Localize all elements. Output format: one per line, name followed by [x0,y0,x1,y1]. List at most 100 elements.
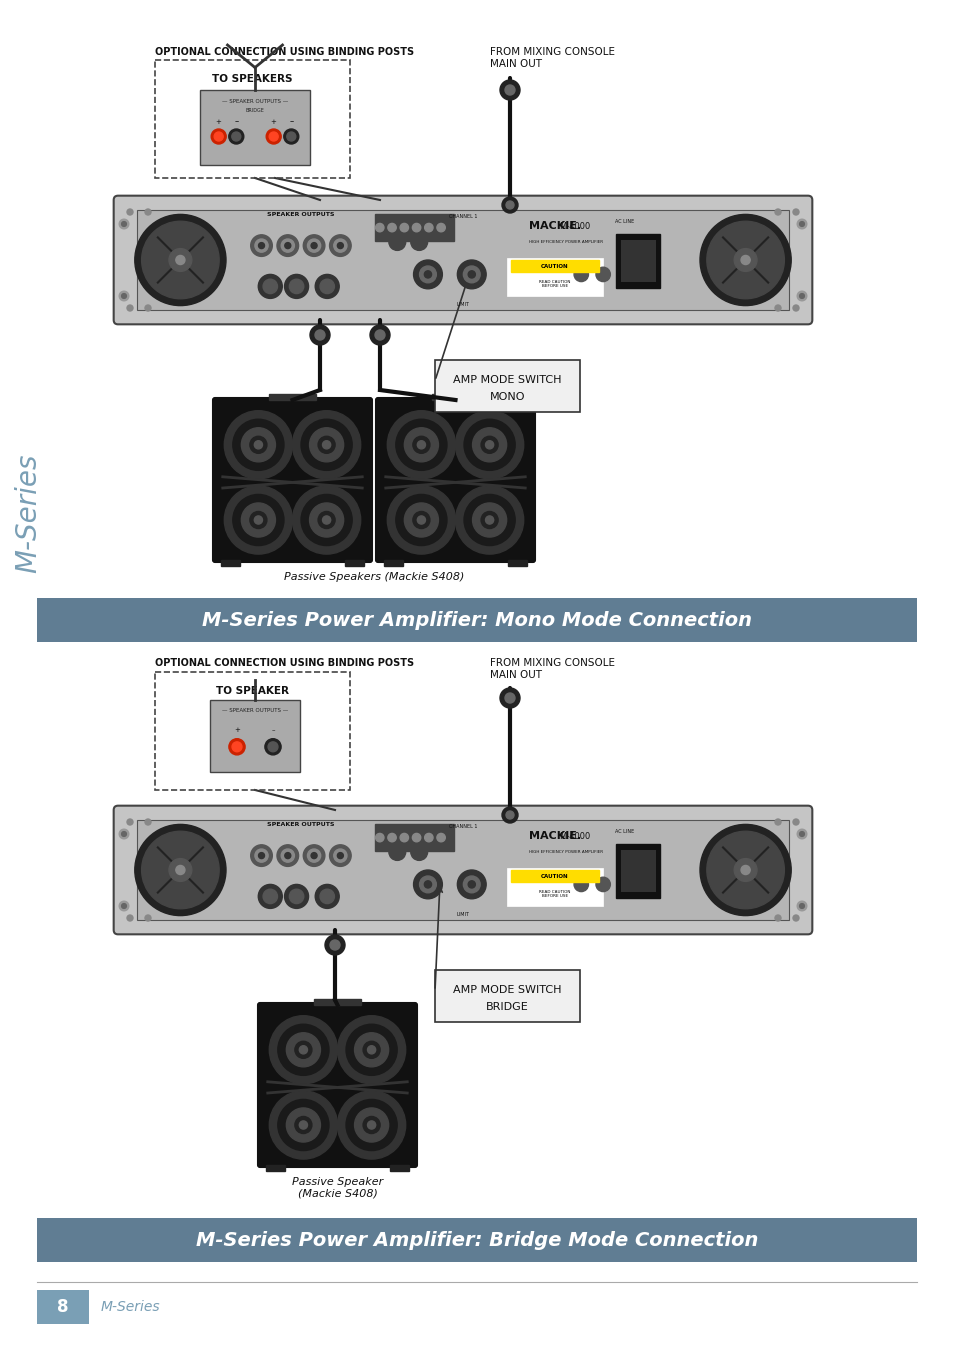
Circle shape [251,845,272,867]
Circle shape [456,869,486,899]
Text: SPEAKER OUTPUTS: SPEAKER OUTPUTS [267,212,335,217]
Circle shape [485,440,493,450]
Circle shape [289,890,303,903]
Text: SPEAKER OUTPUTS: SPEAKER OUTPUTS [267,822,335,828]
Circle shape [574,878,588,891]
Circle shape [501,197,517,213]
Circle shape [412,833,420,842]
Circle shape [301,420,352,470]
Circle shape [169,859,192,882]
Bar [506,258,602,296]
Bar [37,1218,916,1262]
Circle shape [294,1116,312,1134]
Bar [432,394,478,400]
Circle shape [389,234,405,250]
Bar [620,849,655,891]
Circle shape [314,274,339,298]
Circle shape [375,833,383,842]
Circle shape [363,1116,379,1134]
Text: TO SPEAKERS: TO SPEAKERS [212,74,293,84]
Circle shape [375,329,385,340]
Circle shape [317,512,335,528]
Circle shape [307,239,320,252]
Circle shape [121,903,126,909]
Bar [37,1291,89,1324]
Text: AMP MODE SWITCH: AMP MODE SWITCH [453,375,561,385]
Circle shape [367,1120,375,1129]
Circle shape [329,235,351,256]
Bar [375,825,454,850]
Circle shape [700,215,790,305]
Circle shape [499,80,519,100]
Circle shape [334,849,347,863]
Circle shape [232,132,240,140]
Circle shape [346,1025,396,1076]
Circle shape [286,1108,320,1142]
Circle shape [337,853,343,859]
Circle shape [286,1033,320,1066]
Circle shape [355,1108,388,1142]
Circle shape [505,201,514,209]
Text: AMP MODE SWITCH: AMP MODE SWITCH [453,984,561,995]
Circle shape [175,865,185,875]
Circle shape [472,428,506,462]
Circle shape [774,915,781,921]
Bar [137,819,788,921]
FancyBboxPatch shape [113,196,811,324]
Circle shape [214,132,223,140]
Circle shape [505,811,514,819]
Circle shape [134,825,226,915]
Text: +: + [233,728,240,733]
Circle shape [411,844,427,860]
Text: FROM MIXING CONSOLE
MAIN OUT: FROM MIXING CONSOLE MAIN OUT [490,657,615,679]
Circle shape [269,1091,337,1160]
Circle shape [311,243,316,248]
Circle shape [314,329,325,340]
Circle shape [485,516,493,524]
Bar [154,672,350,790]
Circle shape [468,880,475,888]
Circle shape [504,85,515,94]
Circle shape [254,516,262,524]
Bar [511,261,598,271]
Circle shape [412,223,420,232]
Text: M-Series: M-Series [14,454,42,572]
Text: HIGH EFFICIENCY POWER AMPLIFIER: HIGH EFFICIENCY POWER AMPLIFIER [528,850,602,855]
Circle shape [254,849,268,863]
Bar [200,90,310,165]
Text: LIMIT: LIMIT [456,911,469,917]
Circle shape [269,1015,337,1084]
Circle shape [322,516,331,524]
Text: M-4000: M-4000 [558,832,590,841]
Text: BRIDGE: BRIDGE [486,1003,528,1012]
Circle shape [797,829,806,838]
Circle shape [258,243,264,248]
Circle shape [281,239,294,252]
Bar [508,560,526,567]
Circle shape [404,504,438,537]
Circle shape [387,486,455,554]
Bar [266,1165,285,1172]
Circle shape [251,235,272,256]
Text: BRIDGE: BRIDGE [245,108,264,113]
Bar [37,598,916,643]
Circle shape [119,829,129,838]
Circle shape [285,853,291,859]
Text: –: – [289,117,294,126]
Text: HIGH EFFICIENCY POWER AMPLIFIER: HIGH EFFICIENCY POWER AMPLIFIER [528,240,602,244]
Circle shape [250,512,267,528]
Circle shape [424,223,433,232]
Circle shape [792,305,799,310]
Text: READ CAUTION
BEFORE USE: READ CAUTION BEFORE USE [538,279,570,289]
Circle shape [404,428,438,462]
Circle shape [263,279,277,293]
Circle shape [436,223,445,232]
Bar [269,394,315,400]
Circle shape [463,494,515,545]
Text: OPTIONAL CONNECTION USING BINDING POSTS: OPTIONAL CONNECTION USING BINDING POSTS [154,657,414,668]
Bar [154,59,350,178]
Text: –: – [271,728,274,733]
Bar [345,560,363,567]
Circle shape [145,305,151,310]
Circle shape [241,428,275,462]
